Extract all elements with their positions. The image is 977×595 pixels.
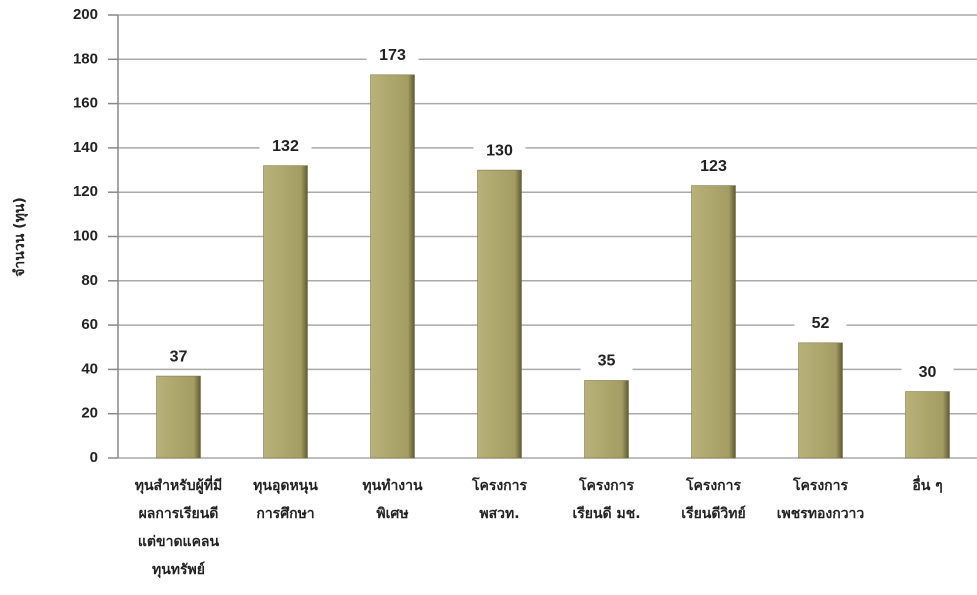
value-label-bg <box>473 139 526 162</box>
bar <box>691 185 736 459</box>
bar <box>156 375 201 459</box>
x-tick-label: แต่ขาดแคลน <box>138 534 220 550</box>
x-tick-label: ทุนสำหรับผู้ที่มี <box>135 475 223 494</box>
value-label-bg <box>152 345 205 368</box>
y-tick-label: 120 <box>73 183 98 200</box>
x-tick-label: โครงการ <box>471 476 528 494</box>
value-label: 173 <box>379 47 406 64</box>
value-label-bg <box>794 311 847 334</box>
y-tick-label: 180 <box>73 50 98 67</box>
value-label: 130 <box>486 142 513 159</box>
x-tick-label: พิเศษ <box>376 506 408 522</box>
x-tick-label: การศึกษา <box>256 505 314 522</box>
bar <box>905 391 950 459</box>
y-tick-label: 140 <box>73 139 98 156</box>
x-tick-label: ผลการเรียนดี <box>139 506 219 522</box>
y-tick-label: 200 <box>73 6 98 23</box>
y-tick-label: 160 <box>73 95 98 112</box>
bar <box>477 169 522 459</box>
value-label: 132 <box>272 138 299 155</box>
x-tick-label: อื่น ๆ <box>912 475 942 494</box>
x-tick-label: ทุนทำงาน <box>362 478 423 494</box>
value-label-bg <box>580 349 633 372</box>
bar <box>584 380 629 459</box>
x-tick-label: โครงการ <box>792 476 849 494</box>
value-label-bg <box>687 154 740 177</box>
value-label: 123 <box>700 158 727 175</box>
bar <box>798 342 843 459</box>
x-tick-label: พสวท. <box>479 506 519 522</box>
y-tick-label: 40 <box>81 360 98 377</box>
y-tick-label: 20 <box>81 405 98 422</box>
value-label-bg <box>366 43 419 66</box>
x-tick-label: เพชรทองกวาว <box>777 506 865 522</box>
y-tick-label: 60 <box>81 316 98 333</box>
x-tick-label: โครงการ <box>685 476 742 494</box>
x-tick-label: ทุนทรัพย์ <box>152 561 205 578</box>
value-label-bg <box>259 134 312 157</box>
bar <box>370 74 415 459</box>
x-tick-label: โครงการ <box>578 476 635 494</box>
y-tick-label: 80 <box>81 272 98 289</box>
bar <box>263 165 308 459</box>
x-tick-label: เรียนดีวิทย์ <box>681 505 745 522</box>
y-axis-label: จำนวน (ทุน) <box>12 197 28 277</box>
y-tick-label: 100 <box>73 227 98 244</box>
x-tick-label: เรียนดี มช. <box>572 506 640 522</box>
value-label: 37 <box>170 348 188 365</box>
y-tick-label: 0 <box>90 449 98 466</box>
x-tick-label: ทุนอุดหนุน <box>253 478 318 494</box>
value-label-bg <box>901 360 954 383</box>
value-label: 35 <box>598 353 616 370</box>
value-label: 30 <box>919 364 937 381</box>
value-label: 52 <box>812 315 830 332</box>
